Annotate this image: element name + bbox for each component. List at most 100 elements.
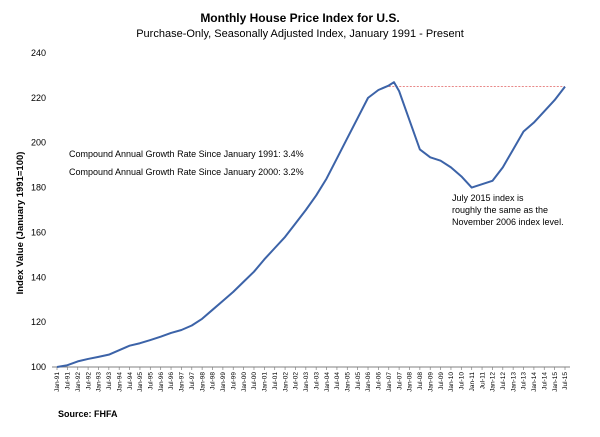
x-tick-label: Jul-92 bbox=[85, 372, 92, 390]
y-tick-label: 160 bbox=[31, 227, 46, 237]
data-point bbox=[108, 353, 110, 355]
data-point bbox=[481, 183, 483, 185]
data-point bbox=[533, 121, 535, 123]
data-point bbox=[491, 180, 493, 182]
x-tick-label: Jan-98 bbox=[199, 372, 206, 392]
x-tick-label: Jul-08 bbox=[417, 372, 424, 390]
x-tick-marks bbox=[56, 367, 566, 370]
y-tick-label: 180 bbox=[31, 183, 46, 193]
data-point bbox=[305, 209, 307, 211]
x-tick-label: Jul-06 bbox=[376, 372, 383, 390]
data-point bbox=[429, 156, 431, 158]
july-2015-annotation-line-1: July 2015 index is bbox=[452, 193, 524, 203]
data-point bbox=[232, 291, 234, 293]
data-point bbox=[315, 194, 317, 196]
x-tick-label: Jan-08 bbox=[407, 372, 414, 392]
data-point bbox=[66, 364, 68, 366]
data-point bbox=[253, 270, 255, 272]
data-point bbox=[325, 177, 327, 179]
x-tick-label: Jan-02 bbox=[282, 372, 289, 392]
data-point bbox=[367, 97, 369, 99]
data-point bbox=[56, 366, 58, 368]
data-point bbox=[346, 137, 348, 139]
data-point bbox=[470, 186, 472, 188]
x-tick-label: Jan-09 bbox=[427, 372, 434, 392]
x-tick-label: Jul-07 bbox=[396, 372, 403, 390]
data-point bbox=[180, 329, 182, 331]
data-point bbox=[450, 166, 452, 168]
data-point bbox=[439, 159, 441, 161]
x-tick-label: Jul-99 bbox=[230, 372, 237, 390]
x-tick-labels: Jan-91 Jul-91 Jan-92 Jul-92 Jan-93 Jul-93 Jan-… bbox=[54, 372, 569, 392]
y-tick-label: 200 bbox=[31, 138, 46, 148]
data-point bbox=[393, 81, 395, 83]
cagr-1991-annotation: Compound Annual Growth Rate Since Januar… bbox=[69, 149, 304, 159]
data-point bbox=[356, 117, 358, 119]
x-tick-label: Jul-13 bbox=[521, 372, 528, 390]
data-point bbox=[159, 336, 161, 338]
x-tick-label: Jul-09 bbox=[438, 372, 445, 390]
data-point bbox=[294, 222, 296, 224]
x-tick-label: Jul-05 bbox=[355, 372, 362, 390]
x-tick-label: Jan-15 bbox=[552, 372, 559, 392]
x-tick-label: Jul-04 bbox=[334, 372, 341, 390]
series-line bbox=[56, 81, 566, 368]
y-tick-label: 100 bbox=[31, 362, 46, 372]
y-tick-label: 120 bbox=[31, 317, 46, 327]
data-point bbox=[191, 324, 193, 326]
data-point bbox=[512, 148, 514, 150]
data-point bbox=[170, 332, 172, 334]
data-point bbox=[408, 119, 410, 121]
x-tick-label: Jan-11 bbox=[469, 372, 476, 392]
data-point bbox=[522, 130, 524, 132]
x-tick-label: Jan-03 bbox=[303, 372, 310, 392]
y-tick-label: 140 bbox=[31, 272, 46, 282]
x-tick-label: Jul-11 bbox=[479, 372, 486, 390]
data-point bbox=[502, 166, 504, 168]
x-tick-label: Jul-98 bbox=[210, 372, 217, 390]
data-point bbox=[543, 110, 545, 112]
x-tick-label: Jul-94 bbox=[127, 372, 134, 390]
data-point bbox=[553, 99, 555, 101]
data-point bbox=[336, 157, 338, 159]
data-point bbox=[419, 148, 421, 150]
x-tick-label: Jan-91 bbox=[54, 372, 61, 392]
x-tick-label: Jan-97 bbox=[179, 372, 186, 392]
x-tick-label: Jan-12 bbox=[490, 372, 497, 392]
data-point bbox=[263, 258, 265, 260]
july-2015-annotation-line-2: roughly the same as the bbox=[452, 205, 548, 215]
chart-title: Monthly House Price Index for U.S. bbox=[200, 11, 399, 25]
x-tick-label: Jan-00 bbox=[241, 372, 248, 392]
x-tick-label: Jan-94 bbox=[116, 372, 123, 392]
x-tick-label: Jul-97 bbox=[189, 372, 196, 390]
data-point bbox=[564, 85, 566, 87]
data-point bbox=[97, 356, 99, 358]
source-label: Source: FHFA bbox=[58, 409, 118, 419]
data-point bbox=[242, 281, 244, 283]
data-point bbox=[87, 358, 89, 360]
x-tick-label: Jul-12 bbox=[500, 372, 507, 390]
y-axis-label: Index Value (January 1991=100) bbox=[15, 152, 26, 295]
data-point bbox=[201, 318, 203, 320]
data-point bbox=[128, 344, 130, 346]
data-point bbox=[149, 339, 151, 341]
data-point bbox=[274, 247, 276, 249]
x-tick-label: Jan-93 bbox=[96, 372, 103, 392]
data-point bbox=[77, 360, 79, 362]
x-tick-label: Jul-95 bbox=[148, 372, 155, 390]
data-point bbox=[284, 236, 286, 238]
x-tick-label: Jul-14 bbox=[541, 372, 548, 390]
data-point bbox=[377, 89, 379, 91]
data-point bbox=[211, 309, 213, 311]
x-tick-label: Jul-03 bbox=[313, 372, 320, 390]
x-tick-label: Jan-13 bbox=[510, 372, 517, 392]
data-point bbox=[118, 349, 120, 351]
data-point bbox=[398, 90, 400, 92]
x-tick-label: Jul-10 bbox=[459, 372, 466, 390]
y-tick-labels: 100 120 140 160 180 200 220 240 bbox=[31, 48, 46, 372]
data-point bbox=[222, 300, 224, 302]
x-tick-label: Jan-06 bbox=[365, 372, 372, 392]
data-point bbox=[388, 84, 390, 86]
chart-subtitle: Purchase-Only, Seasonally Adjusted Index… bbox=[136, 28, 464, 40]
